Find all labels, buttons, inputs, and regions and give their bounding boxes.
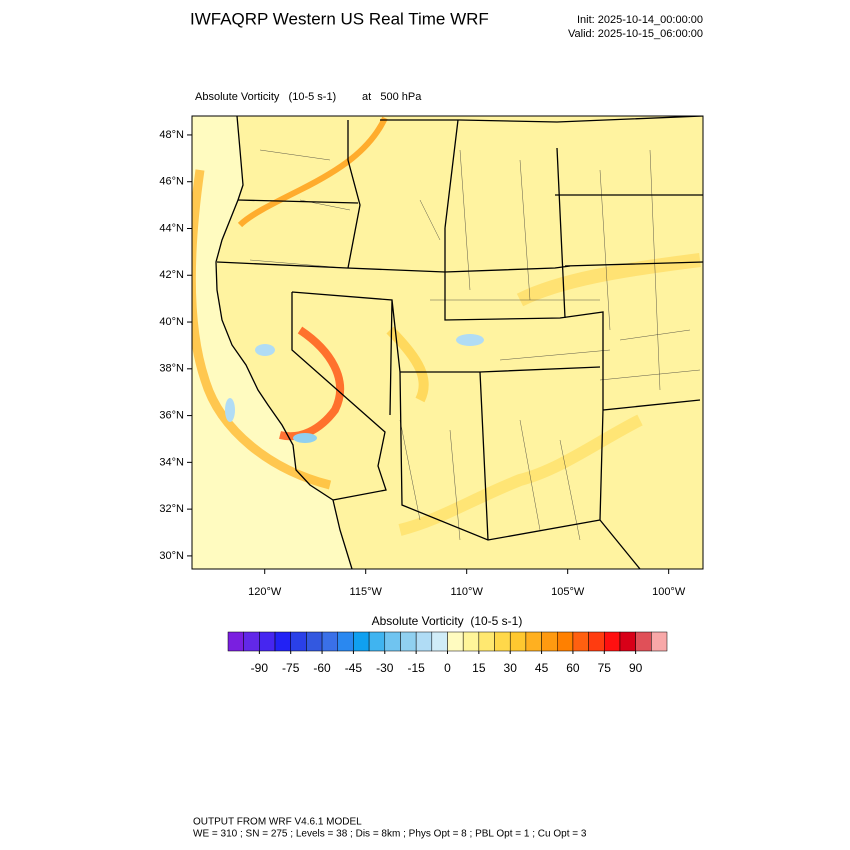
colorbar-swatch — [400, 631, 417, 652]
colorbar-swatch — [447, 631, 464, 652]
colorbar-swatch — [259, 631, 276, 652]
colorbar-swatch — [353, 631, 370, 652]
colorbar-swatch — [557, 631, 574, 652]
colorbar-swatch — [541, 631, 558, 652]
lat-tick-label: 48°N — [159, 129, 184, 141]
colorbar-label: -90 — [251, 661, 269, 675]
colorbar-label: -60 — [313, 661, 331, 675]
colorbar-label: 60 — [566, 661, 580, 675]
lat-tick-label: 34°N — [159, 456, 184, 468]
colorbar-swatch — [243, 631, 260, 652]
negative-patch — [293, 433, 317, 443]
valid-time: Valid: 2025-10-15_06:00:00 — [568, 28, 703, 40]
colorbar-swatch — [494, 631, 511, 652]
colorbar-swatch — [604, 631, 621, 652]
colorbar-label: 75 — [598, 661, 612, 675]
colorbar-label: -45 — [345, 661, 363, 675]
county-lines — [249, 149, 701, 541]
vorticity-band — [516, 253, 701, 307]
colorbar-swatch — [525, 631, 542, 652]
colorbar-swatch — [290, 631, 307, 652]
vorticity-band — [386, 326, 429, 403]
colorbar-swatch — [337, 631, 354, 652]
colorbar-swatch — [619, 631, 636, 652]
colorbar-label: -15 — [407, 661, 425, 675]
colorbar-label: -75 — [282, 661, 300, 675]
colorbar-swatch — [306, 631, 323, 652]
colorbar-label: 15 — [472, 661, 486, 675]
colorbar-label: 90 — [629, 661, 643, 675]
colorbar-swatch — [478, 631, 495, 652]
coastline — [215, 116, 353, 569]
colorbar-swatch — [368, 631, 386, 652]
colorbar-label: 30 — [504, 661, 518, 675]
lon-tick-label: 100°W — [652, 586, 686, 598]
colorbar-swatch — [431, 631, 448, 652]
colorbar: -90 -75 -60 -45 -30 -15 0 15 30 45 60 75 90 — [227, 631, 668, 675]
lon-tick-label: 115°W — [350, 586, 383, 598]
lon-tick-label: 110°W — [451, 586, 484, 598]
lat-tick-label: 32°N — [159, 503, 184, 515]
lat-tick-label: 36°N — [159, 409, 184, 421]
colorbar-title: Absolute Vorticity (10-5 s-1) — [372, 614, 523, 628]
lat-tick-label: 42°N — [159, 269, 184, 281]
lon-tick-label: 105°W — [551, 586, 585, 598]
colorbar-swatch — [274, 631, 291, 652]
lon-tick-label: 120°W — [248, 586, 282, 598]
map-frame — [191, 115, 704, 570]
footer-config: WE = 310 ; SN = 275 ; Levels = 38 ; Dis … — [193, 829, 587, 840]
lat-tick-label: 44°N — [159, 222, 184, 234]
field-label: Absolute Vorticity (10-5 s-1) — [195, 91, 336, 103]
negative-patch — [255, 344, 275, 356]
lat-tick-label: 30°N — [159, 550, 184, 562]
negative-patch — [225, 398, 235, 422]
colorbar-label: 0 — [444, 661, 451, 675]
colorbar-swatch — [509, 631, 527, 652]
colorbar-swatch — [462, 631, 480, 652]
map-field — [192, 116, 703, 569]
init-time: Init: 2025-10-14_00:00:00 — [577, 14, 703, 26]
footer-model: OUTPUT FROM WRF V4.6.1 MODEL — [193, 817, 362, 828]
colorbar-label: 45 — [535, 661, 549, 675]
title: IWFAQRP Western US Real Time WRF — [190, 9, 489, 28]
ocean-field — [192, 116, 352, 569]
level-label: at 500 hPa — [362, 91, 422, 103]
state-lines — [216, 116, 703, 569]
vorticity-band — [237, 116, 388, 228]
colorbar-swatch — [635, 631, 652, 652]
lat-tick-label: 38°N — [159, 363, 184, 375]
colorbar-swatch — [321, 631, 339, 652]
colorbar-swatch — [227, 631, 244, 652]
vorticity-band — [192, 169, 332, 490]
lat-tick-label: 40°N — [159, 316, 184, 328]
lat-tick-label: 46°N — [159, 176, 184, 188]
colorbar-swatch — [651, 631, 668, 652]
colorbar-swatch — [384, 631, 401, 652]
colorbar-swatch — [572, 631, 589, 652]
colorbar-swatch — [415, 631, 433, 652]
colorbar-label: -30 — [376, 661, 394, 675]
colorbar-swatch — [588, 631, 605, 652]
negative-patch — [456, 334, 484, 346]
